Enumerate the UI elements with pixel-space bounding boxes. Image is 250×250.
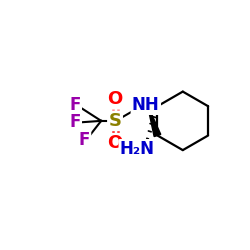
- Text: H₂N: H₂N: [120, 140, 155, 158]
- Text: O: O: [108, 90, 123, 108]
- Text: F: F: [78, 131, 90, 149]
- Text: F: F: [69, 114, 81, 132]
- Text: O: O: [108, 134, 123, 152]
- Polygon shape: [148, 105, 161, 136]
- Text: S: S: [108, 112, 122, 130]
- Text: F: F: [69, 96, 81, 114]
- Text: NH: NH: [132, 96, 160, 114]
